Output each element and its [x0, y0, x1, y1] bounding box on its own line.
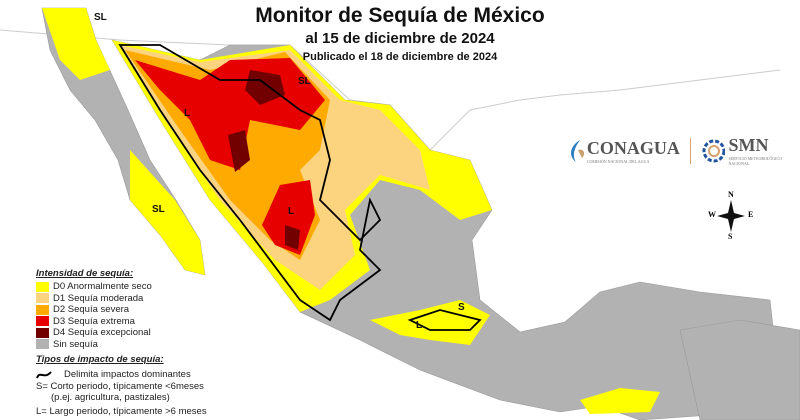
smn-logo-text: SMN [728, 135, 769, 155]
map-label: SL [152, 204, 165, 215]
map-label: L [288, 206, 295, 217]
map-label: L [184, 108, 191, 119]
compass-star-icon [717, 200, 745, 232]
conagua-logo-icon [571, 139, 585, 162]
legend-item: D2 Sequía severa [36, 304, 207, 316]
map-title: Monitor de Sequía de México [255, 4, 545, 27]
legend-short-example: (p.ej. agricultura, pastizales) [51, 391, 170, 403]
boundary-line-icon [36, 371, 52, 379]
smn-logo-icon [702, 139, 726, 162]
map-label: SL [298, 76, 311, 87]
map-label: L [416, 320, 423, 331]
legend-impact-line: Delimita impactos dominantes [36, 369, 207, 381]
legend: Intensidad de sequía: D0 Anormalmente se… [36, 266, 207, 417]
drought-areas [42, 8, 660, 414]
map-subtitle: al 15 de diciembre de 2024 [305, 30, 495, 47]
legend-long: L= Largo periodo, típicamente >6 meses [36, 405, 207, 417]
map-label: SL [94, 12, 107, 23]
legend-item: D1 Sequía moderada [36, 293, 207, 305]
conagua-subtitle: COMISIÓN NACIONAL DEL AGUA [586, 158, 650, 164]
logos: CONAGUA COMISIÓN NACIONAL DEL AGUA SMN SER… [566, 135, 800, 166]
legend-item: D0 Anormalmente seco [36, 281, 207, 293]
legend-short: S= Corto periodo, típicamente <6meses [36, 380, 204, 392]
legend-item: Sin sequía [36, 339, 207, 351]
legend-impact-title: Tipos de impacto de sequía: [36, 354, 164, 365]
impact-boundary-lines [118, 44, 482, 331]
compass-n: N [728, 190, 734, 199]
conagua-logo-text: CONAGUA [586, 137, 680, 158]
map-label: S [458, 302, 465, 313]
legend-item: D3 Sequía extrema [36, 316, 207, 328]
legend-intensity-title: Intensidad de sequía: [36, 268, 134, 279]
published-date: Publicado el 18 de diciembre de 2024 [302, 51, 498, 63]
central-america [679, 319, 800, 420]
map-title-block: Monitor de Sequía de México al 15 de dic… [230, 4, 570, 63]
smn-subtitle: SERVICIO METEOROLÓGICO NACIONAL [728, 156, 783, 166]
compass-e: E [748, 210, 754, 219]
compass-s: S [728, 232, 733, 241]
legend-item: D4 Sequía excepcional [36, 327, 207, 339]
compass-w: W [708, 210, 716, 219]
